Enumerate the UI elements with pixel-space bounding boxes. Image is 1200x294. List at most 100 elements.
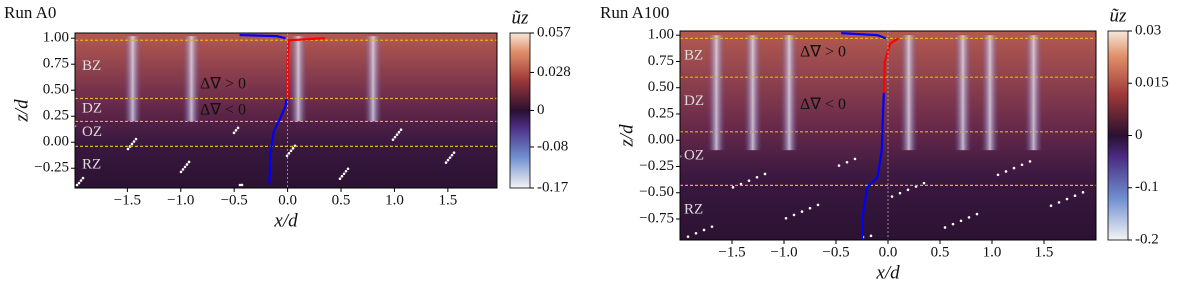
tracer-dot bbox=[234, 129, 238, 132]
tracer-dot bbox=[132, 140, 136, 143]
tracer-dot bbox=[179, 170, 183, 174]
zone-label: RZ bbox=[82, 157, 101, 173]
colorbar-tick-label: -0.2 bbox=[1135, 231, 1159, 247]
x-tick-label: 0.5 bbox=[931, 244, 950, 260]
plume bbox=[1024, 35, 1043, 151]
x-tick-label: 1.0 bbox=[385, 192, 404, 208]
x-axis-label: x/d bbox=[273, 210, 298, 231]
annotation: Δ∇ < 0 bbox=[800, 96, 846, 113]
panel-title: Run A100 bbox=[600, 3, 669, 22]
tracer-dot bbox=[816, 203, 820, 207]
zone-label: OZ bbox=[684, 147, 704, 163]
x-tick-label: 0.5 bbox=[332, 192, 351, 208]
tracer-dot bbox=[287, 151, 291, 155]
colorbar-tick-label: 0 bbox=[1135, 127, 1143, 143]
tracer-dot bbox=[792, 213, 796, 217]
tracer-dot bbox=[187, 160, 191, 164]
y-tick-label: 0.00 bbox=[43, 134, 69, 150]
tracer-dot bbox=[739, 182, 743, 186]
zone-label: BZ bbox=[684, 47, 703, 63]
y-tick-label: −0.25 bbox=[34, 160, 69, 176]
tracer-dot bbox=[869, 234, 873, 238]
tracer-dot bbox=[1028, 160, 1032, 163]
y-tick-label: 1.00 bbox=[43, 30, 69, 46]
annotation: Δ∇ < 0 bbox=[200, 102, 246, 119]
tracer-dot bbox=[393, 135, 397, 139]
y-tick-label: 0.75 bbox=[648, 53, 674, 69]
tracer-dot bbox=[399, 128, 403, 132]
tracer-dot bbox=[1012, 166, 1016, 170]
tracer-dot bbox=[452, 151, 456, 154]
y-axis-label: z/d bbox=[11, 99, 32, 123]
x-tick-label: −0.5 bbox=[822, 244, 849, 260]
tracer-dot bbox=[77, 181, 81, 185]
tracer-dot bbox=[346, 167, 350, 171]
tracer-dot bbox=[285, 154, 289, 158]
plume bbox=[980, 35, 999, 151]
tracer-dot bbox=[446, 158, 450, 162]
colorbar-tick-label: 0.03 bbox=[1135, 22, 1161, 38]
profile-line bbox=[239, 33, 286, 40]
tracer-dot bbox=[75, 183, 79, 187]
tracer-dot bbox=[800, 210, 804, 213]
plume bbox=[743, 35, 762, 151]
tracer-dot bbox=[183, 165, 187, 169]
tracer-dot bbox=[342, 172, 346, 176]
tracer-dot bbox=[1073, 194, 1077, 197]
tracer-dot bbox=[444, 161, 448, 164]
y-tick-label: 1.00 bbox=[648, 27, 674, 43]
tracer-dot bbox=[837, 164, 841, 167]
tracer-dot bbox=[338, 177, 342, 180]
tracer-dot bbox=[853, 157, 857, 161]
zone-label: OZ bbox=[82, 124, 102, 140]
profile-line bbox=[882, 37, 899, 94]
tracer-dot bbox=[763, 172, 767, 176]
tracer-dot bbox=[755, 176, 759, 179]
tracer-dot bbox=[784, 216, 788, 220]
tracer-dot bbox=[890, 195, 894, 198]
plume bbox=[707, 35, 726, 151]
tracer-dot bbox=[395, 133, 399, 136]
plume bbox=[364, 36, 383, 122]
y-tick-label: 0.25 bbox=[43, 108, 69, 124]
tracer-dot bbox=[126, 147, 130, 151]
tracer-dot bbox=[344, 169, 348, 173]
colorbar-tick-label: -0.17 bbox=[537, 179, 569, 195]
tracer-dot bbox=[959, 219, 963, 223]
tracer-dot bbox=[340, 174, 344, 178]
x-axis-label: x/d bbox=[875, 262, 900, 283]
tracer-dot bbox=[238, 183, 242, 187]
colorbar-tick-label: -0.08 bbox=[537, 138, 568, 154]
colorbar bbox=[509, 32, 531, 189]
profile-line bbox=[841, 32, 887, 40]
y-tick-label: −0.50 bbox=[639, 184, 674, 200]
tracer-dot bbox=[951, 222, 955, 226]
tracer-dot bbox=[130, 142, 134, 146]
tracer-dot bbox=[232, 131, 236, 135]
x-tick-label: 0.0 bbox=[278, 192, 297, 208]
plume bbox=[899, 35, 918, 151]
plume bbox=[953, 35, 972, 151]
colorbar-tick-label: 0 bbox=[537, 102, 545, 118]
tracer-dot bbox=[181, 168, 185, 171]
tracer-dot bbox=[1020, 163, 1024, 167]
x-tick-label: −1.5 bbox=[718, 244, 745, 260]
x-tick-label: 1.0 bbox=[983, 244, 1002, 260]
plume bbox=[123, 36, 142, 122]
y-tick-label: 0.50 bbox=[648, 79, 674, 95]
x-tick-label: 1.5 bbox=[438, 192, 457, 208]
tracer-dot bbox=[81, 176, 85, 180]
tracer-dot bbox=[397, 130, 401, 134]
colorbar-tick-label: 0.015 bbox=[1135, 75, 1169, 91]
colorbar-tick-label: 0.028 bbox=[537, 64, 571, 80]
zone-label: DZ bbox=[684, 93, 704, 109]
tracer-dot bbox=[1049, 204, 1053, 208]
colorbar-tick-label: -0.1 bbox=[1135, 179, 1159, 195]
y-tick-label: 0.50 bbox=[43, 82, 69, 98]
panel: BZ DZ OZ RZ Δ∇ > 0 Δ∇ < 0 −1.5 −1.0 −0.5 0.0 0.5 1.… bbox=[4, 3, 571, 231]
tracer-dot bbox=[845, 160, 849, 164]
zone-label: DZ bbox=[82, 100, 102, 116]
tracer-dot bbox=[289, 149, 293, 153]
zone-label: BZ bbox=[82, 58, 101, 74]
tracer-dot bbox=[898, 191, 902, 195]
